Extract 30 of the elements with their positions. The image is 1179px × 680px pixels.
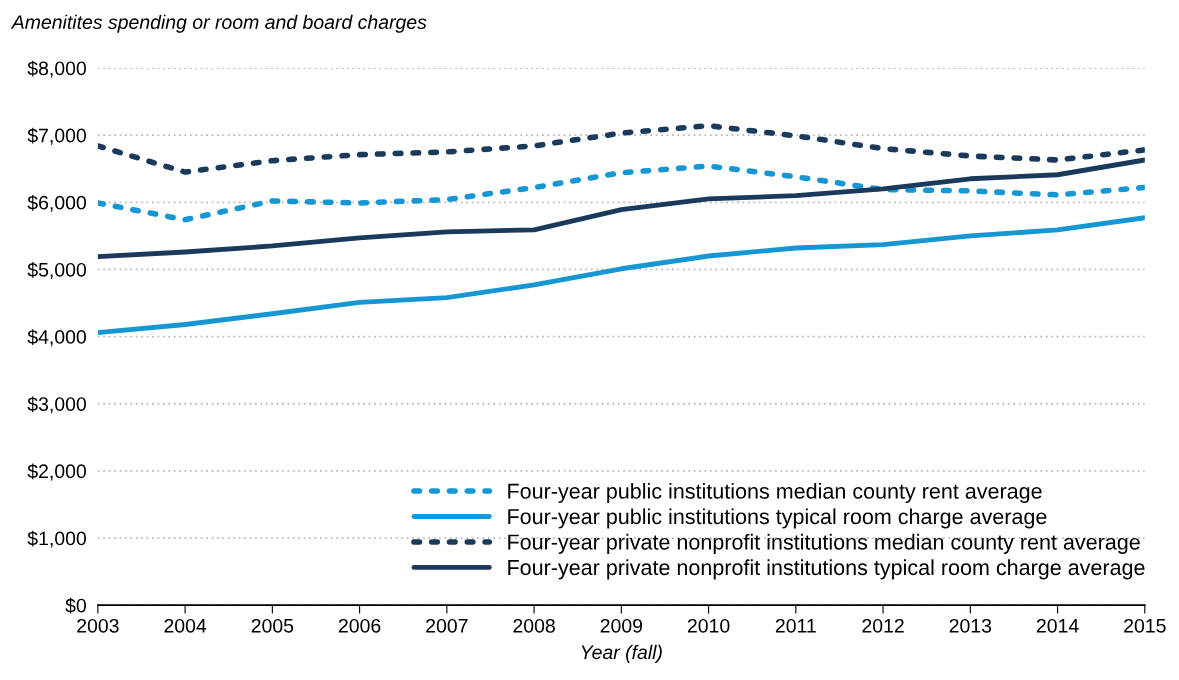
- y-tick-label: $6,000: [27, 194, 86, 212]
- x-tick-label: 2004: [164, 618, 207, 633]
- legend-label: Four-year private nonprofit institutions typical room charge average: [508, 559, 1145, 580]
- x-tick-label: 2003: [77, 618, 119, 633]
- x-tick-label: 2005: [251, 618, 294, 633]
- y-tick-label: $1,000: [27, 530, 86, 548]
- x-tick-label: 2012: [862, 618, 904, 633]
- y-tick-label: $0: [65, 597, 86, 614]
- legend-label: Four-year public institutions median county rent average: [508, 482, 1042, 504]
- x-tick-label: 2010: [687, 618, 730, 633]
- x-tick-label: 2011: [775, 618, 816, 633]
- x-tick-label: 2008: [513, 618, 555, 633]
- y-tick-label: $5,000: [27, 262, 86, 279]
- x-tick-label: 2006: [338, 618, 381, 633]
- line-series: [97, 215, 1145, 335]
- y-tick-label: $8,000: [27, 60, 86, 78]
- legend-label: Four-year private nonprofit institutions median county rent average: [508, 533, 1140, 554]
- line-series: [97, 157, 1145, 260]
- x-tick-label: 2009: [600, 618, 643, 633]
- x-tick-label: 2014: [1036, 618, 1079, 633]
- y-axis-title: Amenitites spending or room and board charges: [10, 14, 427, 33]
- x-tick-label: 2015: [1124, 618, 1166, 633]
- legend-label: Four-year public institutions typical room charge average: [508, 508, 1047, 529]
- y-tick-label: $2,000: [27, 463, 86, 481]
- y-tick-label: $4,000: [27, 329, 86, 347]
- y-tick-label: $3,000: [27, 396, 86, 414]
- x-tick-label: 2007: [426, 618, 468, 633]
- y-tick-label: $7,000: [27, 127, 86, 145]
- x-axis-title: Year (fall): [581, 644, 662, 663]
- x-tick-label: 2013: [949, 618, 992, 633]
